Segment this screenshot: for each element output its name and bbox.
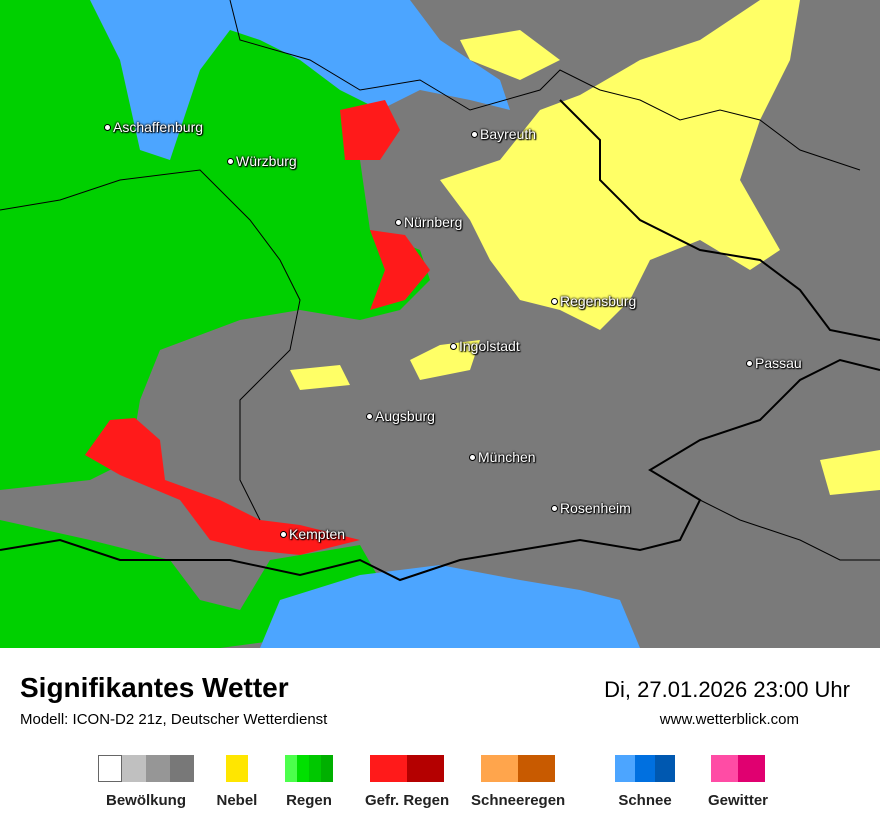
city-label: Würzburg [236, 153, 297, 169]
legend-label: Gewitter [708, 792, 769, 809]
legend-color [738, 755, 765, 782]
legend-color [285, 755, 297, 782]
city-label: Regensburg [560, 293, 637, 309]
city-regensburg: Regensburg [551, 293, 636, 309]
legend-label: Bewölkung [105, 792, 186, 809]
freezing-rain-area [370, 230, 430, 310]
city-nuernberg: Nürnberg [395, 214, 462, 230]
city-dot-icon [469, 453, 476, 461]
legend-swatch [481, 755, 556, 782]
legend-label: Schnee [618, 792, 672, 809]
snow-area-south [260, 565, 640, 648]
city-label: Bayreuth [480, 126, 537, 142]
legend-item: Schnee [615, 755, 675, 809]
legend-color [407, 755, 445, 782]
city-augsburg: Augsburg [366, 408, 435, 424]
legend-item: Gefr. Regen [365, 755, 449, 809]
legend-color [370, 755, 408, 782]
legend-color [225, 755, 248, 782]
weather-map [0, 0, 880, 648]
borders [0, 0, 880, 582]
legend-color [655, 755, 675, 782]
city-rosenheim: Rosenheim [551, 500, 631, 516]
city-ingolstadt: Ingolstadt [450, 338, 520, 354]
map-title: Signifikantes Wetter [20, 672, 289, 703]
legend-item: Gewitter [708, 755, 768, 809]
city-muenchen: München [469, 449, 536, 465]
legend-swatch [711, 755, 765, 782]
legend-color [518, 755, 556, 782]
city-label: Ingolstadt [459, 338, 520, 354]
city-bayreuth: Bayreuth [471, 126, 536, 142]
city-wuerzburg: Würzburg [227, 153, 297, 169]
legend-swatch [370, 755, 445, 782]
city-dot-icon [551, 504, 558, 512]
website-link[interactable]: www.wetterblick.com [659, 711, 799, 728]
city-dot-icon [746, 359, 753, 367]
legend-color [297, 755, 309, 782]
city-dot-icon [280, 530, 287, 538]
legend-color [170, 755, 194, 782]
legend-swatch [98, 755, 194, 782]
legend-color [122, 755, 146, 782]
city-kempten: Kempten [280, 526, 345, 542]
legend-color [98, 755, 122, 782]
legend-label: Gefr. Regen [365, 792, 450, 809]
snow-area [90, 0, 510, 160]
city-dot-icon [227, 157, 234, 165]
legend-color [635, 755, 655, 782]
legend-item: Bewölkung [98, 755, 194, 809]
city-label: Augsburg [375, 408, 435, 424]
legend-swatch [225, 755, 248, 782]
city-dot-icon [450, 342, 457, 350]
legend-label: Schneeregen [471, 792, 566, 809]
forecast-datetime: Di, 27.01.2026 23:00 Uhr [604, 677, 850, 702]
legend-label: Nebel [216, 792, 258, 809]
fog-area [820, 450, 880, 495]
legend-swatch [615, 755, 675, 782]
legend-color [711, 755, 738, 782]
legend-label: Regen [286, 792, 332, 809]
legend-item: Nebel [216, 755, 258, 809]
city-dot-icon [471, 130, 478, 138]
legend-color [309, 755, 321, 782]
legend-color [615, 755, 635, 782]
legend-color [481, 755, 519, 782]
freezing-rain-area [340, 100, 400, 160]
city-dot-icon [366, 412, 373, 420]
city-dot-icon [104, 123, 111, 131]
city-passau: Passau [746, 355, 802, 371]
city-label: Aschaffenburg [113, 119, 204, 135]
legend-color [321, 755, 333, 782]
rain-area [0, 0, 430, 490]
legend-item: Schneeregen [471, 755, 565, 809]
city-dot-icon [395, 218, 402, 226]
city-label: München [478, 449, 536, 465]
city-label: Kempten [289, 526, 346, 542]
fog-area [410, 340, 480, 380]
city-label: Rosenheim [560, 500, 631, 516]
city-aschaffenburg: Aschaffenburg [104, 119, 203, 135]
legend-color [146, 755, 170, 782]
fog-area [290, 365, 350, 390]
fog-area [460, 30, 560, 80]
city-label: Nürnberg [404, 214, 463, 230]
fog-area [440, 0, 800, 330]
city-label: Passau [755, 355, 802, 371]
legend-swatch [285, 755, 333, 782]
city-dot-icon [551, 297, 558, 305]
model-info: Modell: ICON-D2 21z, Deutscher Wetterdie… [20, 711, 328, 728]
legend-item: Regen [285, 755, 333, 809]
freezing-rain-area [85, 418, 360, 555]
